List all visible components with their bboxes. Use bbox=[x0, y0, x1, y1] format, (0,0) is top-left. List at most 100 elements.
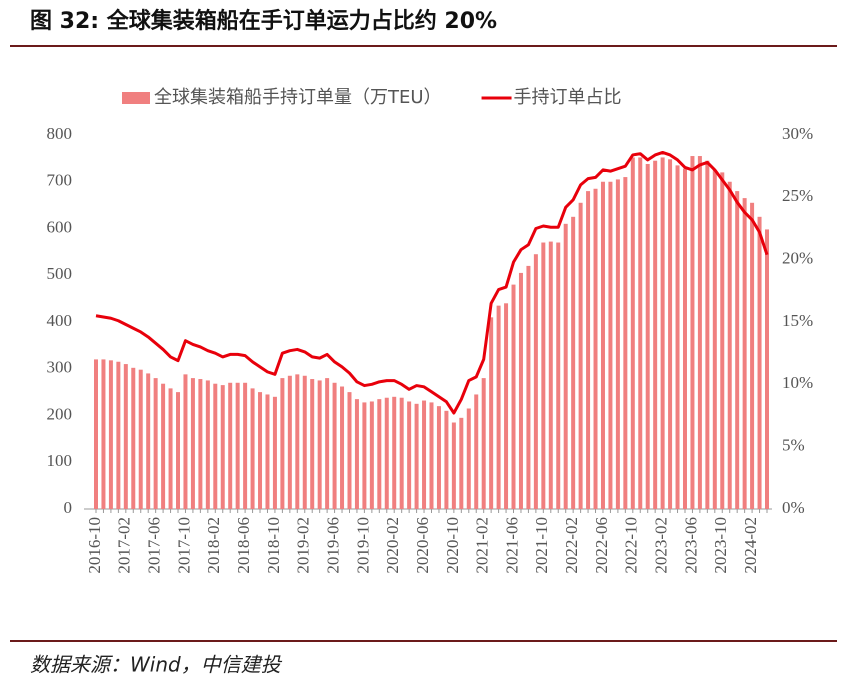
bar bbox=[481, 378, 486, 509]
x-tick-label: 2023-10 bbox=[711, 517, 730, 574]
bar bbox=[258, 392, 263, 509]
bar bbox=[690, 156, 695, 509]
bar bbox=[750, 202, 755, 509]
bar bbox=[399, 397, 404, 509]
bar bbox=[302, 375, 307, 509]
bar bbox=[615, 179, 620, 509]
y-tick-label: 700 bbox=[47, 171, 73, 190]
x-tick-label: 2016-10 bbox=[85, 517, 104, 574]
bar bbox=[436, 406, 441, 509]
bar bbox=[414, 403, 419, 509]
bar bbox=[108, 360, 113, 509]
line bbox=[95, 150, 769, 415]
bar bbox=[727, 181, 732, 509]
x-tick-label: 2021-06 bbox=[502, 517, 521, 574]
bar bbox=[533, 254, 538, 509]
x-tick-label: 2019-02 bbox=[294, 517, 313, 574]
x-tick-label: 2017-02 bbox=[115, 517, 134, 574]
bar bbox=[280, 378, 285, 509]
bar bbox=[228, 382, 233, 509]
bar bbox=[556, 242, 561, 509]
bar bbox=[563, 223, 568, 509]
bar bbox=[213, 383, 218, 509]
bar bbox=[474, 394, 479, 509]
bar bbox=[332, 382, 337, 509]
bar bbox=[586, 191, 591, 509]
bar bbox=[190, 378, 195, 509]
legend-label: 全球集装箱船手持订单量（万TEU） bbox=[154, 87, 442, 108]
y-tick-label: 300 bbox=[47, 358, 73, 377]
bar bbox=[757, 216, 762, 509]
bar bbox=[593, 188, 598, 509]
bar bbox=[354, 399, 359, 509]
bar bbox=[675, 165, 680, 509]
x-tick-label: 2021-02 bbox=[473, 517, 492, 574]
bar bbox=[429, 402, 434, 509]
y2-tick-label: 0% bbox=[782, 498, 805, 517]
bar bbox=[183, 374, 188, 509]
bar bbox=[735, 191, 740, 509]
bar bbox=[265, 394, 270, 509]
bar bbox=[243, 382, 248, 509]
bar bbox=[94, 359, 98, 509]
bar bbox=[742, 198, 747, 510]
bar bbox=[138, 369, 143, 509]
x-tick-label: 2018-02 bbox=[204, 517, 223, 574]
bar bbox=[600, 181, 605, 509]
bar bbox=[384, 397, 389, 509]
x-tick-label: 2023-06 bbox=[681, 517, 700, 574]
bar bbox=[317, 380, 322, 509]
x-tick-label: 2024-02 bbox=[741, 517, 760, 574]
bar bbox=[504, 303, 509, 509]
y-tick-label: 500 bbox=[47, 264, 73, 283]
x-tick-label: 2022-02 bbox=[562, 517, 581, 574]
bar bbox=[451, 422, 456, 509]
bar bbox=[511, 284, 516, 509]
bar bbox=[623, 177, 628, 509]
bar bbox=[459, 417, 464, 509]
bar bbox=[369, 401, 374, 509]
y2-tick-label: 10% bbox=[782, 373, 813, 392]
y2-tick-label: 30% bbox=[782, 124, 813, 143]
bar bbox=[608, 181, 613, 509]
bar bbox=[571, 216, 576, 509]
bar bbox=[630, 157, 635, 509]
source-note: 数据来源：Wind，中信建投 bbox=[30, 653, 283, 677]
bar bbox=[697, 156, 702, 509]
x-tick-label: 2017-06 bbox=[145, 517, 164, 574]
bar bbox=[310, 379, 315, 509]
bar bbox=[653, 160, 658, 509]
y-tick-label: 100 bbox=[47, 451, 73, 470]
bar bbox=[295, 374, 300, 509]
bar bbox=[444, 410, 449, 509]
bar bbox=[765, 229, 769, 509]
y2-tick-label: 15% bbox=[782, 311, 813, 330]
bar bbox=[466, 408, 471, 509]
bar bbox=[720, 172, 725, 509]
bar bbox=[325, 378, 330, 509]
y2-tick-label: 25% bbox=[782, 186, 813, 205]
bar bbox=[668, 159, 673, 509]
x-tick-label: 2020-06 bbox=[413, 517, 432, 574]
bar bbox=[287, 375, 292, 509]
bar bbox=[220, 385, 225, 509]
bar bbox=[198, 379, 203, 509]
bar bbox=[176, 392, 181, 509]
bar bbox=[638, 157, 643, 509]
x-tick-label: 2020-10 bbox=[443, 517, 462, 574]
bar bbox=[362, 402, 367, 509]
bar bbox=[123, 364, 128, 509]
bar bbox=[146, 373, 151, 509]
bar bbox=[161, 383, 166, 509]
bar bbox=[347, 392, 352, 509]
bar bbox=[101, 359, 106, 509]
bar bbox=[548, 241, 553, 509]
y-tick-label: 0 bbox=[64, 498, 73, 517]
bar bbox=[645, 163, 650, 510]
y2-tick-label: 20% bbox=[782, 249, 813, 268]
x-tick-label: 2022-10 bbox=[622, 517, 641, 574]
x-tick-label: 2018-06 bbox=[234, 517, 253, 574]
bar bbox=[496, 305, 501, 509]
x-tick-label: 2018-10 bbox=[264, 517, 283, 574]
bar bbox=[340, 386, 345, 509]
